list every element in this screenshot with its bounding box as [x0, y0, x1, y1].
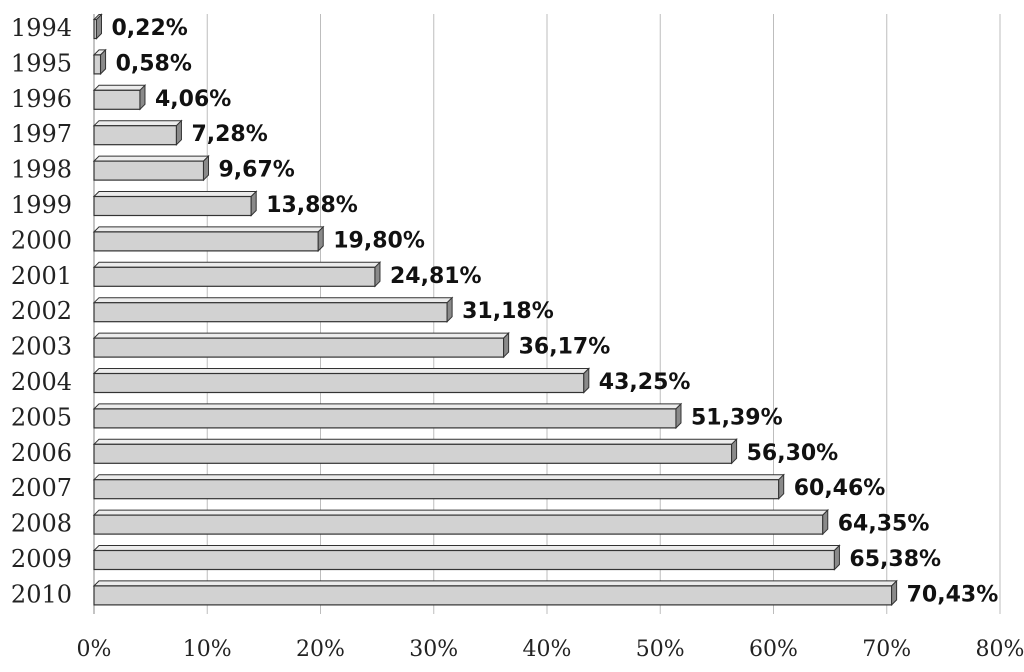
x-tick-label: 40%: [523, 637, 572, 662]
data-label: 60,46%: [794, 476, 886, 501]
y-tick-label: 1997: [11, 120, 72, 148]
bar-side-face: [317, 225, 324, 253]
x-tick-label: 80%: [976, 637, 1024, 662]
bar-top-face: [92, 84, 147, 91]
x-tick-label: 30%: [409, 637, 458, 662]
bar-side-face: [374, 261, 381, 288]
bar-top-face: [92, 474, 785, 481]
data-label: 51,39%: [691, 405, 783, 430]
data-label: 19,80%: [333, 228, 425, 253]
bar-side-face: [731, 438, 738, 465]
data-label: 65,38%: [849, 547, 941, 572]
bar-top-face: [92, 368, 591, 374]
y-tick-label: 2006: [11, 439, 72, 467]
bar-side-face: [675, 402, 682, 430]
bar: [93, 337, 505, 358]
bar-side-face: [583, 367, 590, 394]
data-label: 0,22%: [111, 16, 187, 41]
data-label: 13,88%: [266, 193, 358, 218]
data-label: 4,06%: [155, 87, 231, 112]
bar-side-face: [833, 544, 840, 571]
bar: [93, 160, 205, 181]
bar: [93, 443, 733, 464]
grid-lines: [93, 14, 1001, 614]
bar: [93, 408, 677, 429]
bar-side-face: [250, 190, 257, 217]
data-label: 36,17%: [519, 335, 611, 360]
x-axis-labels: 0% 10% 20% 30% 40% 50% 60% 70% 80%: [77, 637, 1024, 662]
x-tick-label: 20%: [296, 637, 345, 662]
data-label: 31,18%: [462, 299, 554, 324]
bar-side-face: [503, 331, 510, 359]
bar: [93, 54, 102, 75]
y-tick-label: 2001: [11, 262, 72, 290]
x-tick-label: 10%: [183, 637, 232, 662]
y-tick-label: 2010: [11, 580, 72, 608]
bar: [93, 195, 252, 217]
data-label: 43,25%: [599, 370, 691, 395]
bar: [93, 585, 893, 606]
data-label: 56,30%: [747, 441, 839, 466]
data-label: 0,58%: [116, 51, 192, 76]
y-tick-label: 1999: [11, 191, 72, 219]
bar-side-face: [175, 119, 182, 146]
y-tick-label: 2002: [11, 297, 72, 325]
bar-side-face: [891, 579, 898, 607]
bar-top-face: [92, 261, 382, 268]
data-label: 7,28%: [191, 122, 267, 147]
bar-side-face: [446, 296, 453, 323]
bar-side-face: [203, 154, 210, 182]
bar-top-face: [92, 438, 738, 445]
bar-side-face: [95, 13, 102, 40]
bar-top-face: [92, 191, 258, 197]
bar-side-face: [100, 48, 107, 76]
bar-top-face: [92, 297, 454, 304]
bar-side-face: [139, 84, 146, 111]
y-tick-label: 1994: [11, 14, 72, 42]
bar-side-face: [778, 473, 785, 500]
y-tick-label: 1996: [11, 85, 72, 113]
bar-top-face: [92, 580, 898, 587]
y-tick-label: 1995: [11, 49, 72, 77]
bar-top-face: [92, 155, 210, 162]
data-label: 24,81%: [390, 264, 482, 289]
x-tick-label: 60%: [749, 637, 798, 662]
bar-top-face: [92, 545, 841, 551]
y-tick-label: 1998: [11, 156, 72, 184]
bar-side-face: [822, 508, 829, 536]
bar: [93, 372, 585, 394]
bar: [93, 231, 319, 252]
y-tick-label: 2003: [11, 333, 72, 361]
data-label: 9,67%: [219, 158, 295, 183]
bars-group: [92, 13, 898, 607]
y-tick-label: 2009: [11, 545, 72, 573]
bar-top-face: [92, 332, 510, 339]
data-label: 64,35%: [838, 512, 930, 537]
y-axis-labels: 1994 1995 1996 1997 1998 1999 2000 2001 2002 2003…: [11, 14, 72, 608]
bar: [93, 514, 824, 535]
x-tick-label: 70%: [862, 637, 911, 662]
bar: [93, 549, 836, 571]
bar-top-face: [92, 509, 829, 516]
y-tick-label: 2005: [11, 403, 72, 431]
bar: [93, 89, 141, 110]
bar-top-face: [92, 403, 683, 410]
y-tick-label: 2008: [11, 510, 72, 538]
data-label: 70,43%: [907, 582, 999, 607]
data-labels: 0,22% 0,58% 4,06% 7,28% 9,67% 13,88% 19,80% 24,…: [111, 16, 998, 607]
y-tick-label: 2000: [11, 226, 72, 254]
bar-top-face: [92, 226, 325, 233]
bar: [93, 266, 376, 287]
y-tick-label: 2004: [11, 368, 72, 396]
bar: [93, 302, 448, 323]
bar: [93, 479, 780, 500]
bar: [93, 125, 178, 146]
x-tick-label: 50%: [636, 637, 685, 662]
y-tick-label: 2007: [11, 474, 72, 502]
bar-top-face: [92, 120, 183, 127]
x-tick-label: 0%: [77, 637, 112, 662]
